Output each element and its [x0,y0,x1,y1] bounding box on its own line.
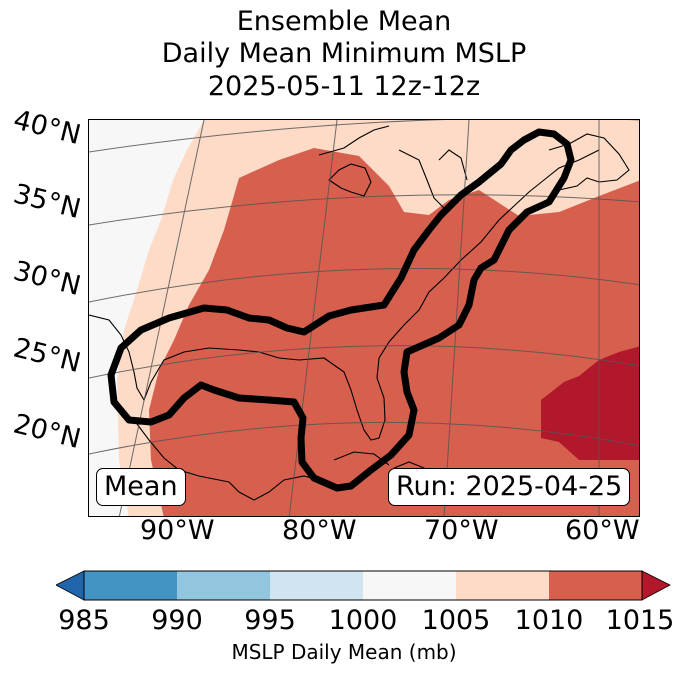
colorbar-995-1000 [270,571,363,600]
mean-label: Mean [96,468,186,506]
tick-1015: 1015 [605,605,675,636]
title-line-2: Daily Mean Minimum MSLP [161,38,527,69]
colorbar-985-990 [84,571,177,600]
lat-label-20: 20°N [10,408,84,456]
pressure-region-1010-1015 [149,148,639,516]
pressure-region-above-1015 [541,346,639,460]
tick-1010: 1010 [514,605,584,636]
tick-995: 995 [244,605,296,636]
title-line-3: 2025-05-11 12z-12z [207,71,481,102]
lat-label-30: 30°N [10,255,84,303]
map-panel [88,119,640,517]
map-canvas [89,120,639,516]
lat-label-25: 25°N [10,332,84,380]
colorbar [56,570,671,601]
graticule [89,120,639,516]
colorbar-above [641,570,671,601]
run-date-label: Run: 2025-04-25 [388,468,631,506]
tick-1000: 1000 [328,605,398,636]
colorbar-label: MSLP Daily Mean (mb) [231,640,457,664]
lon-label-80w: 80°W [282,515,357,546]
tick-1005: 1005 [421,605,491,636]
colorbar-1005-1010 [456,571,549,600]
colorbar-1010-1015 [549,571,642,600]
colorbar-990-995 [177,571,270,600]
title-line-1: Ensemble Mean [236,6,452,37]
tick-990: 990 [151,605,203,636]
lon-label-90w: 90°W [140,515,215,546]
probability-contour [107,128,575,492]
lat-label-35: 35°N [10,178,84,226]
colorbar-1000-1005 [363,571,456,600]
colorbar-below [56,570,85,601]
lon-label-60w: 60°W [565,515,640,546]
tick-985: 985 [58,605,110,636]
lat-label-40: 40°N [10,104,84,152]
lon-label-70w: 70°W [424,515,499,546]
